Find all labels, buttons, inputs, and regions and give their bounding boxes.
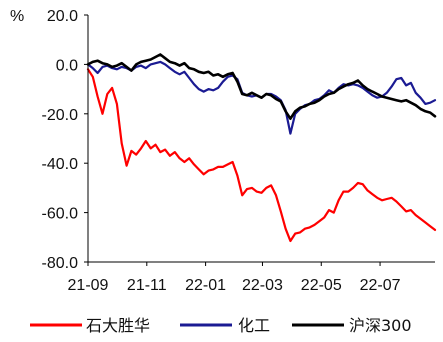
x-tick-label: 21-11 xyxy=(127,277,167,294)
y-tick-label: -20.0 xyxy=(42,107,79,124)
x-tick-label: 21-09 xyxy=(68,277,109,294)
legend-label: 石大胜华 xyxy=(86,316,150,335)
y-axis-unit-label: % xyxy=(10,8,24,25)
y-tick-label: -80.0 xyxy=(42,255,79,272)
y-tick-label: 20.0 xyxy=(47,8,78,25)
y-tick-label: -60.0 xyxy=(42,206,79,223)
x-tick-label: 22-03 xyxy=(242,277,283,294)
legend: 石大胜华 化工 沪深300 xyxy=(30,316,412,335)
plot-area xyxy=(86,53,437,243)
y-tick-label: -40.0 xyxy=(42,156,79,173)
legend-item: 沪深300 xyxy=(292,316,412,335)
y-axis: 20.0 0.0 -20.0 -40.0 -60.0 -80.0 xyxy=(42,8,88,272)
series-line-3 xyxy=(86,53,437,120)
legend-label: 化工 xyxy=(238,316,270,335)
x-tick-label: 22-01 xyxy=(185,277,226,294)
x-tick-label: 22-05 xyxy=(301,277,342,294)
y-tick-label: 0.0 xyxy=(56,57,78,74)
x-tick-label: 22-07 xyxy=(360,277,401,294)
legend-item: 石大胜华 xyxy=(30,316,150,335)
x-axis: 21-09 21-11 22-01 22-03 22-05 22-07 xyxy=(68,262,401,294)
legend-label: 沪深300 xyxy=(349,316,412,335)
series-line-1 xyxy=(86,68,437,243)
legend-item: 化工 xyxy=(180,316,270,335)
